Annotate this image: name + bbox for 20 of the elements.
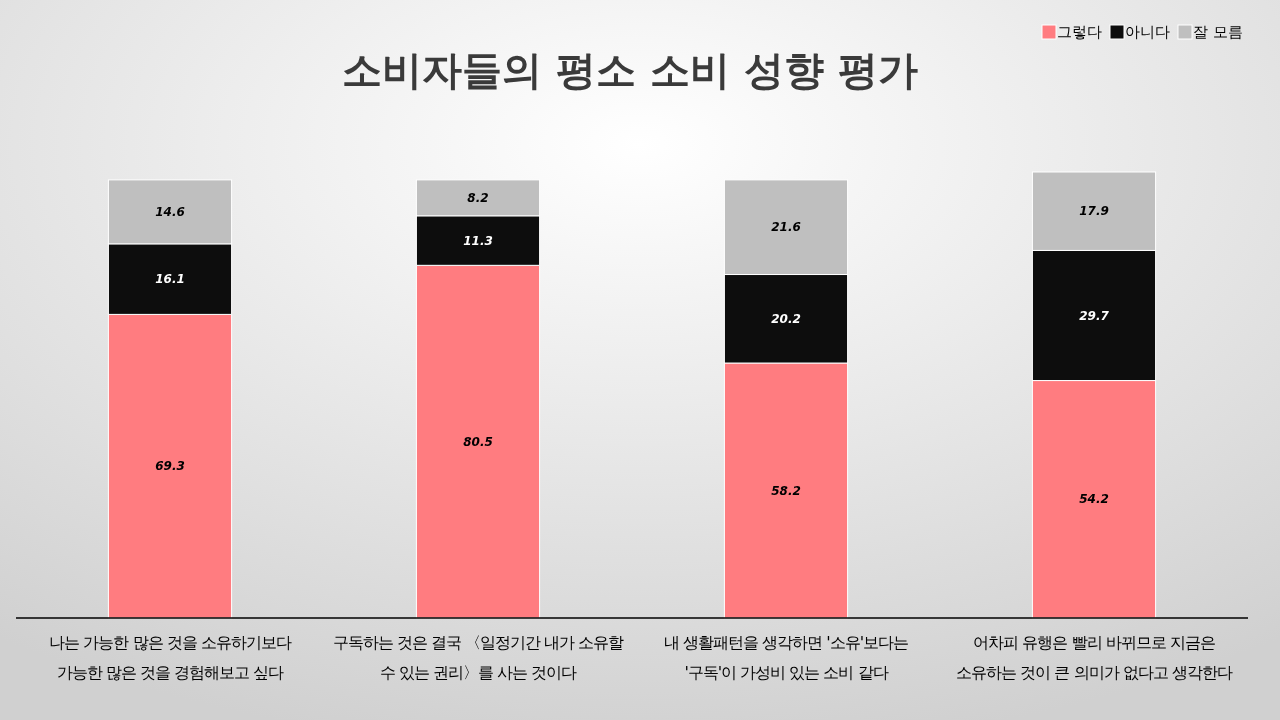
data-label: 20.2 [771, 311, 801, 326]
legend-label: 아니다 [1125, 23, 1170, 42]
legend-label: 잘 모름 [1193, 23, 1243, 42]
data-label: 11.3 [463, 233, 493, 248]
data-label: 17.9 [1079, 204, 1109, 219]
data-label: 29.7 [1079, 308, 1110, 323]
x-tick-label: 나는 가능한 많은 것을 소유하기보다 가능한 많은 것을 경험해보고 싶다 [49, 633, 292, 682]
x-tick-label: 구독하는 것은 결국 〈일정기간 내가 소유할 수 있는 권리〉를 사는 것이다 [332, 633, 625, 682]
data-label: 80.5 [463, 434, 493, 449]
data-label: 54.2 [1079, 492, 1109, 507]
data-label: 69.3 [155, 459, 185, 474]
data-label: 14.6 [155, 205, 185, 220]
x-tick-label: 내 생활패턴을 생각하면 '소유'보다는 '구독'이 가성비 있는 소비 같다 [663, 633, 909, 682]
data-label: 8.2 [467, 191, 489, 206]
x-tick-label: 어차피 유행은 빨리 바뀌므로 지금은 소유하는 것이 큰 의미가 없다고 생각한다 [956, 633, 1233, 682]
chart-title: 소비자들의 평소 소비 성향 평가 [342, 47, 918, 93]
legend-label: 그렇다 [1057, 23, 1102, 42]
data-label: 21.6 [771, 220, 801, 235]
data-label: 16.1 [155, 272, 185, 287]
data-label: 58.2 [771, 483, 801, 498]
